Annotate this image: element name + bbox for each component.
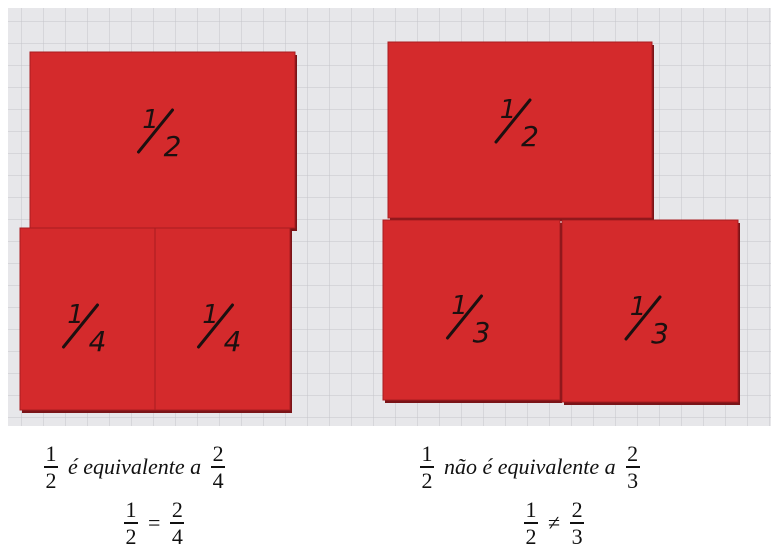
numerator: 1 [46, 442, 57, 465]
piece-denominator: 2 [164, 130, 182, 163]
numerator: 1 [126, 498, 137, 521]
piece-denominator: 3 [473, 316, 491, 349]
denominator: 2 [422, 469, 433, 492]
fraction-piece: 12 [30, 52, 297, 231]
piece [30, 52, 295, 228]
piece [388, 42, 652, 218]
numerator: 2 [572, 498, 583, 521]
caption-text: não é equivalente a [444, 454, 616, 480]
caption-text: é equivalente a [68, 454, 201, 480]
fraction-piece: 14 [20, 228, 157, 413]
denominator: 2 [46, 469, 57, 492]
numerator: 2 [172, 498, 183, 521]
relation: = [148, 510, 160, 536]
piece-denominator: 4 [89, 325, 107, 358]
relation: ≠ [548, 510, 560, 536]
denominator: 4 [172, 525, 183, 548]
numerator: 2 [627, 442, 638, 465]
denominator: 4 [213, 469, 224, 492]
numerator: 2 [213, 442, 224, 465]
piece-denominator: 3 [651, 317, 669, 350]
fraction-piece: 12 [388, 42, 654, 221]
fraction-piece: 13 [562, 220, 740, 405]
denominator: 2 [126, 525, 137, 548]
page: 121414121313 12é equivalente a24 12=24 1… [0, 0, 771, 553]
fraction-piece: 14 [155, 228, 292, 413]
piece-denominator: 4 [224, 325, 242, 358]
fraction-piece: 13 [383, 220, 562, 403]
numerator: 1 [526, 498, 537, 521]
denominator: 2 [526, 525, 537, 548]
numerator: 1 [422, 442, 433, 465]
denominator: 3 [627, 469, 638, 492]
piece-denominator: 2 [521, 120, 539, 153]
denominator: 3 [572, 525, 583, 548]
